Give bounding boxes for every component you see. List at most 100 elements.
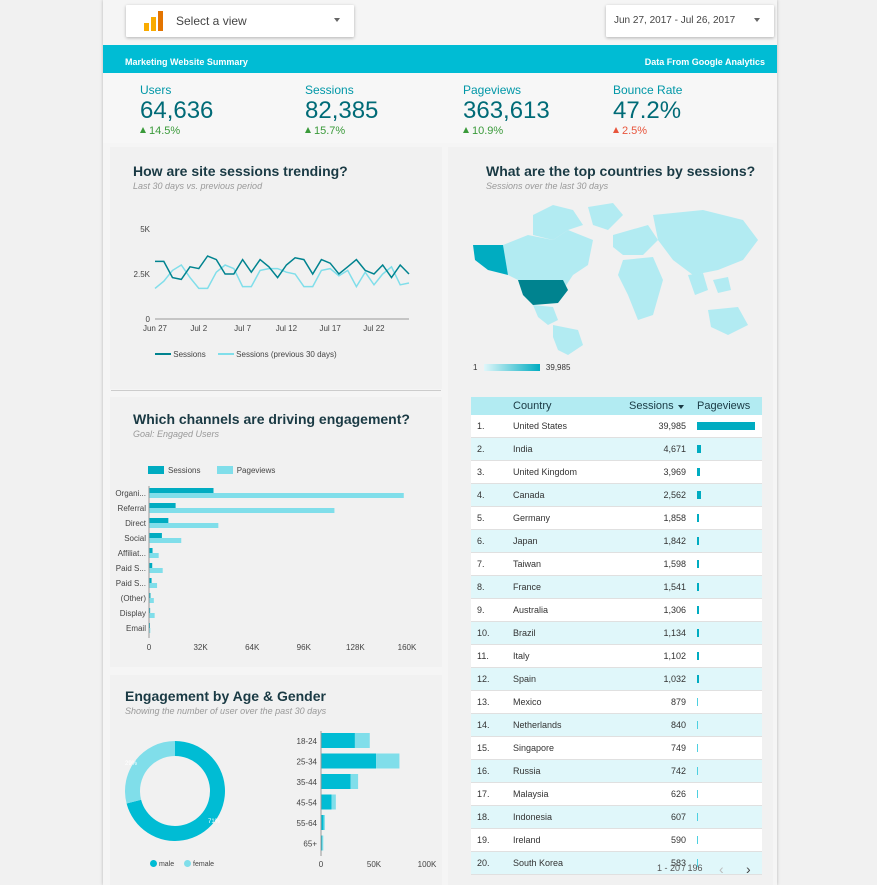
arrow-up-icon (140, 127, 146, 133)
table-row[interactable]: 13. Mexico 879 (471, 691, 762, 714)
table-row[interactable]: 10. Brazil 1,134 (471, 622, 762, 645)
category-label: 35-44 (297, 778, 318, 787)
date-range-dropdown[interactable]: Jun 27, 2017 - Jul 26, 2017 (606, 5, 774, 37)
chevron-right-icon[interactable]: › (746, 861, 751, 877)
table-row[interactable]: 7. Taiwan 1,598 (471, 553, 762, 576)
bar (149, 578, 152, 583)
row-country: Germany (513, 513, 551, 523)
table-row[interactable]: 11. Italy 1,102 (471, 645, 762, 668)
kpi-value: 47.2% (613, 97, 682, 124)
sessions-trend-chart: 0 2.5K 5K Jun 27 Jul 2 Jul 7 Jul 12 Jul 17 Jul 2… (134, 225, 410, 333)
kpi-bounce-rate: Bounce Rate 47.2% 2.5% (613, 83, 682, 137)
stacked-bar (321, 815, 324, 830)
row-rank: 8. (477, 582, 485, 592)
table-row[interactable]: 14. Netherlands 840 (471, 714, 762, 737)
table-row[interactable]: 2. India 4,671 (471, 438, 762, 461)
donut-slice (126, 741, 225, 841)
kpi-delta-value: 14.5% (149, 125, 181, 137)
table-row[interactable]: 3. United Kingdom 3,969 (471, 461, 762, 484)
pageviews-bar (697, 813, 698, 821)
table-row[interactable]: 19. Ireland 590 (471, 829, 762, 852)
series-line (155, 255, 410, 281)
world-map[interactable] (473, 195, 763, 355)
table-row[interactable]: 16. Russia 742 (471, 760, 762, 783)
row-country: Italy (513, 651, 530, 661)
stacked-bar (354, 733, 370, 748)
kpi-delta: 10.9% (463, 125, 550, 137)
category-label: Referral (118, 504, 147, 513)
legend-swatch (155, 353, 171, 355)
map-subtitle: Sessions over the last 30 days (486, 181, 609, 191)
row-sessions: 1,032 (663, 674, 686, 684)
gender-donut-chart: 71% 29% (125, 741, 225, 841)
stacked-bar (321, 733, 355, 748)
table-header: Country Sessions Pageviews (471, 397, 762, 415)
channels-subtitle: Goal: Engaged Users (133, 429, 220, 439)
header-country[interactable]: Country (513, 400, 552, 412)
row-rank: 4. (477, 490, 485, 500)
bar (149, 508, 335, 513)
channels-title: Which channels are driving engagement? (133, 411, 410, 427)
stacked-bar (321, 835, 323, 851)
country-table: Country Sessions Pageviews 1. United Stat… (471, 397, 762, 875)
table-row[interactable]: 15. Singapore 749 (471, 737, 762, 760)
category-label: 55-64 (297, 819, 318, 828)
table-row[interactable]: 8. France 1,541 (471, 576, 762, 599)
stacked-bar (350, 774, 359, 789)
pageviews-bar (697, 744, 698, 752)
category-label: Display (120, 609, 146, 618)
arrow-up-icon (613, 127, 619, 133)
pageviews-bar (697, 629, 699, 637)
slice-label: 29% (125, 761, 138, 767)
analytics-logo-icon (144, 11, 163, 31)
table-row[interactable]: 1. United States 39,985 (471, 415, 762, 438)
age-bar-chart: 18-24 25-34 35-44 45-54 55-64 65+ 0 50K 100K (297, 731, 437, 869)
row-rank: 10. (477, 628, 490, 638)
pageviews-bar (697, 583, 699, 591)
table-row[interactable]: 5. Germany 1,858 (471, 507, 762, 530)
row-sessions: 840 (670, 720, 686, 730)
row-country: India (513, 444, 533, 454)
stacked-bar (321, 753, 377, 769)
kpi-pageviews: Pageviews 363,613 10.9% (463, 83, 550, 137)
chevron-left-icon[interactable]: ‹ (719, 861, 724, 877)
row-sessions: 2,562 (663, 490, 686, 500)
scale-max: 39,985 (545, 363, 571, 372)
pageviews-bar (697, 514, 699, 522)
row-sessions: 3,969 (663, 467, 686, 477)
bar (149, 628, 151, 633)
sort-desc-icon[interactable] (678, 405, 684, 409)
kpi-delta-value: 2.5% (622, 125, 648, 137)
category-label: Paid S... (116, 564, 146, 573)
bar (149, 488, 214, 493)
table-row[interactable]: 6. Japan 1,842 (471, 530, 762, 553)
stacked-bar (331, 794, 336, 810)
row-country: Russia (513, 766, 541, 776)
table-row[interactable]: 18. Indonesia 607 (471, 806, 762, 829)
legend-label: male (158, 861, 175, 868)
header-pageviews[interactable]: Pageviews (697, 400, 751, 412)
legend-label: female (193, 861, 215, 868)
bar (149, 563, 153, 568)
category-label: Social (124, 534, 146, 543)
table-row[interactable]: 17. Malaysia 626 (471, 783, 762, 806)
row-country: Ireland (513, 835, 541, 845)
category-label: 18-24 (297, 737, 318, 746)
legend-swatch (217, 353, 234, 355)
table-row[interactable]: 4. Canada 2,562 (471, 484, 762, 507)
table-row[interactable]: 12. Spain 1,032 (471, 668, 762, 691)
header-sessions[interactable]: Sessions (629, 400, 674, 412)
row-rank: 20. (477, 858, 490, 868)
report-banner: Marketing Website Summary Data From Goog… (103, 45, 777, 73)
table-row[interactable]: 20. South Korea 583 (471, 852, 762, 875)
row-rank: 15. (477, 743, 490, 753)
pageviews-bar (697, 422, 755, 430)
age-gender-title: Engagement by Age & Gender (125, 688, 326, 704)
donut-slice (125, 741, 175, 804)
view-selector-dropdown[interactable]: Select a view (126, 5, 354, 37)
row-sessions: 626 (670, 789, 686, 799)
bar (149, 608, 151, 613)
bar (149, 613, 155, 618)
table-row[interactable]: 9. Australia 1,306 (471, 599, 762, 622)
legend-swatch (148, 466, 164, 474)
